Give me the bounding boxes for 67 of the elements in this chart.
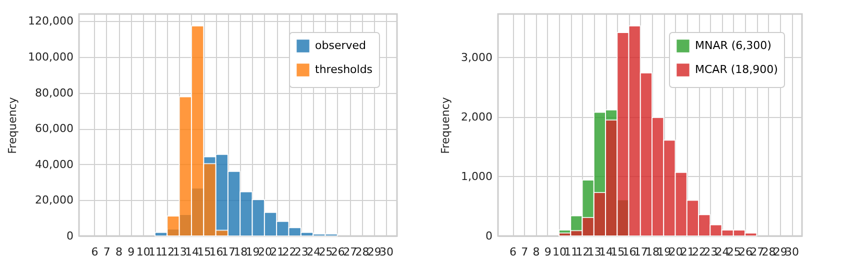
x-tick-label: 30 xyxy=(785,246,800,258)
x-tick-label: 21 xyxy=(680,246,694,258)
y-tick-label: 40,000 xyxy=(35,158,74,171)
x-tick-label: 18 xyxy=(646,246,660,258)
y-tick-label: 3,000 xyxy=(461,50,492,64)
x-tick-label: 29 xyxy=(367,246,382,258)
legend-label: MNAR (6,300) xyxy=(695,39,772,52)
x-tick-label: 29 xyxy=(773,246,788,258)
x-tick-label: 14 xyxy=(184,246,199,258)
x-tick-label: 26 xyxy=(738,246,753,258)
x-tick-label: 19 xyxy=(657,246,672,258)
x-tick-label: 28 xyxy=(355,246,370,258)
y-tick-label: 60,000 xyxy=(35,122,74,136)
x-tick-label: 23 xyxy=(704,246,718,258)
x-tick-label: 11 xyxy=(564,246,578,258)
x-tick-label: 11 xyxy=(148,246,163,258)
x-tick-label: 20 xyxy=(258,246,272,258)
x-tick-label: 17 xyxy=(221,246,236,258)
x-tick-label: 25 xyxy=(318,246,333,258)
x-tick-label: 12 xyxy=(160,246,175,258)
y-tick-label: 80,000 xyxy=(35,86,74,100)
x-tick-label: 18 xyxy=(234,246,248,258)
y-tick-label: 0 xyxy=(66,230,74,242)
x-tick-label: 28 xyxy=(762,246,776,258)
x-tick-label: 12 xyxy=(576,246,590,258)
legend-label: observed xyxy=(315,39,366,52)
x-tick-label: 17 xyxy=(634,246,648,258)
x-tick-label: 24 xyxy=(715,246,730,258)
x-tick-label: 19 xyxy=(246,246,260,258)
x-tick-label: 24 xyxy=(306,246,321,258)
x-tick-label: 22 xyxy=(282,246,296,258)
x-tick-label: 23 xyxy=(294,246,308,258)
x-tick-label: 21 xyxy=(270,246,284,258)
x-tick-label: 6 xyxy=(91,246,98,258)
x-tick-label: 22 xyxy=(692,246,706,258)
y-axis-title: Frequency xyxy=(439,96,452,154)
x-tick-label: 13 xyxy=(172,246,187,258)
legend-label: thresholds xyxy=(315,63,373,76)
x-tick-label: 8 xyxy=(116,246,123,258)
x-tick-label: 10 xyxy=(136,246,150,258)
y-tick-label: 2,000 xyxy=(461,110,492,124)
x-tick-label: 7 xyxy=(521,246,528,258)
x-tick-label: 7 xyxy=(103,246,110,258)
legend-label: MCAR (18,900) xyxy=(695,63,778,76)
x-tick-label: 16 xyxy=(209,246,224,258)
x-tick-label: 13 xyxy=(587,246,602,258)
x-tick-label: 16 xyxy=(622,246,636,258)
y-axis-title: Frequency xyxy=(6,96,20,154)
x-tick-label: 9 xyxy=(544,246,552,258)
y-tick-label: 120,000 xyxy=(28,14,74,28)
x-tick-label: 9 xyxy=(128,246,135,258)
x-tick-label: 30 xyxy=(380,246,394,258)
x-tick-label: 20 xyxy=(668,246,683,258)
x-tick-label: 27 xyxy=(750,246,764,258)
y-tick-label: 1,000 xyxy=(461,170,492,183)
x-tick-label: 8 xyxy=(532,246,540,258)
x-tick-label: 15 xyxy=(610,246,625,258)
x-tick-label: 6 xyxy=(510,246,517,258)
x-tick-label: 26 xyxy=(330,246,345,258)
x-tick-label: 14 xyxy=(599,246,614,258)
x-tick-label: 25 xyxy=(726,246,741,258)
x-tick-label: 10 xyxy=(552,246,567,258)
y-tick-label: 100,000 xyxy=(28,50,74,64)
x-tick-label: 27 xyxy=(343,246,358,258)
y-tick-label: 0 xyxy=(486,230,492,242)
y-tick-label: 20,000 xyxy=(35,194,74,207)
x-tick-label: 15 xyxy=(197,246,212,258)
